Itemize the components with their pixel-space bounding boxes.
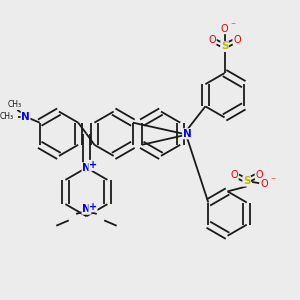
Text: +: + — [89, 202, 97, 212]
Text: N: N — [82, 163, 91, 173]
FancyBboxPatch shape — [183, 130, 191, 137]
Text: N: N — [82, 204, 91, 214]
Text: ⁻: ⁻ — [230, 21, 236, 31]
Text: N: N — [183, 129, 191, 139]
Text: O: O — [233, 35, 241, 45]
FancyBboxPatch shape — [220, 25, 229, 33]
Text: O: O — [230, 169, 238, 179]
FancyBboxPatch shape — [208, 36, 217, 44]
FancyBboxPatch shape — [82, 164, 91, 171]
Text: +: + — [89, 160, 97, 170]
Text: O: O — [208, 35, 216, 45]
FancyBboxPatch shape — [255, 171, 264, 178]
Text: S: S — [243, 176, 250, 186]
FancyBboxPatch shape — [22, 113, 29, 120]
Text: O: O — [261, 179, 268, 189]
FancyBboxPatch shape — [232, 36, 242, 44]
Text: CH₃: CH₃ — [0, 112, 14, 121]
Text: N: N — [21, 112, 30, 122]
FancyBboxPatch shape — [260, 180, 269, 188]
Text: O: O — [221, 24, 228, 34]
FancyBboxPatch shape — [243, 178, 250, 184]
FancyBboxPatch shape — [221, 43, 228, 50]
FancyBboxPatch shape — [230, 171, 239, 178]
FancyBboxPatch shape — [82, 206, 91, 213]
Text: CH₃: CH₃ — [7, 100, 21, 109]
Text: ⁻: ⁻ — [270, 177, 275, 187]
Text: S: S — [221, 41, 228, 52]
Text: O: O — [255, 169, 263, 179]
